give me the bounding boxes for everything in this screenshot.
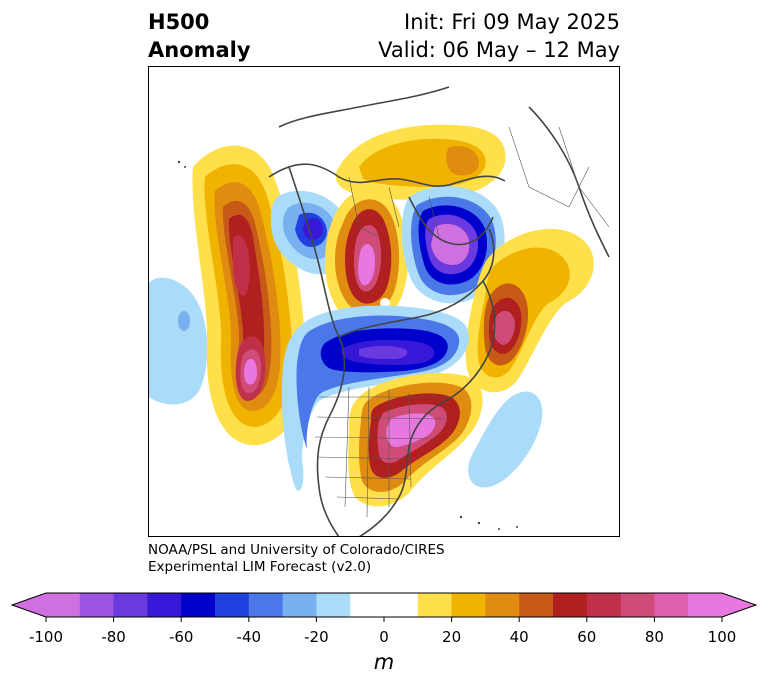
- credit-line1: NOAA/PSL and University of Colorado/CIRE…: [148, 542, 445, 558]
- title-left: H500 Anomaly: [148, 8, 251, 64]
- colorbar-segment: [147, 593, 182, 617]
- colorbar: [10, 592, 758, 622]
- colorbar-segment: [384, 593, 419, 617]
- anomaly-atlantic-positive: [465, 228, 594, 393]
- colorbar-tick-label: 20: [442, 628, 462, 646]
- anomaly-canada-positive: [325, 188, 409, 325]
- colorbar-segment: [586, 593, 621, 617]
- anomaly-pacific-negative: [149, 277, 208, 405]
- colorbar-segment: [485, 593, 520, 617]
- colorbar-segment: [519, 593, 554, 617]
- colorbar-tick-label: 100: [707, 628, 737, 646]
- colorbar-segment: [282, 593, 317, 617]
- colorbar-segment: [46, 593, 81, 617]
- colorbar-segment: [215, 593, 250, 617]
- coastlines: [268, 86, 610, 536]
- init-date: Init: Fri 09 May 2025: [404, 10, 620, 34]
- title-right: Init: Fri 09 May 2025 Valid: 06 May – 12…: [378, 8, 620, 64]
- colorbar-extend-max: [722, 593, 756, 617]
- colorbar-segment: [417, 593, 452, 617]
- colorbar-tick-label: -100: [28, 628, 64, 646]
- colorbar-segment: [620, 593, 655, 617]
- map-panel: [148, 66, 620, 537]
- colorbar-segment: [113, 593, 148, 617]
- title-variable: H500: [148, 10, 210, 34]
- colorbar-tick-label: -20: [304, 628, 329, 646]
- colorbar-tick-label: 0: [379, 628, 389, 646]
- colorbar-segment: [688, 593, 723, 617]
- title-field: Anomaly: [148, 38, 251, 62]
- colorbar-tick-label: 40: [509, 628, 529, 646]
- valid-range: Valid: 06 May – 12 May: [378, 38, 620, 62]
- colorbar-units: m: [373, 650, 395, 674]
- islands: [177, 160, 518, 530]
- colorbar-tick-label: -40: [236, 628, 262, 646]
- state-borders: [314, 126, 610, 518]
- colorbar-segment: [79, 593, 114, 617]
- colorbar-extend-min: [12, 593, 46, 617]
- colorbar-segment: [553, 593, 588, 617]
- colorbar-segment: [451, 593, 486, 617]
- credit-text: NOAA/PSL and University of Colorado/CIRE…: [148, 542, 445, 576]
- colorbar-tick-label: -60: [168, 628, 194, 646]
- colorbar-segment: [181, 593, 216, 617]
- colorbar-tick-label: -80: [101, 628, 126, 646]
- colorbar-segment: [654, 593, 689, 617]
- anomaly-arctic-positive: [335, 124, 506, 200]
- colorbar-segment: [350, 593, 385, 617]
- map-svg: [149, 86, 610, 536]
- colorbar-segment: [316, 593, 351, 617]
- anomaly-eastern-us-positive: [348, 373, 483, 507]
- colorbar-tick-label: 60: [577, 628, 597, 646]
- colorbar-segment: [248, 593, 283, 617]
- colorbar-tick-label: 80: [644, 628, 664, 646]
- anomaly-atlantic-negative: [468, 391, 543, 488]
- credit-line2: Experimental LIM Forecast (v2.0): [148, 559, 372, 575]
- anomaly-us-negative: [281, 305, 469, 491]
